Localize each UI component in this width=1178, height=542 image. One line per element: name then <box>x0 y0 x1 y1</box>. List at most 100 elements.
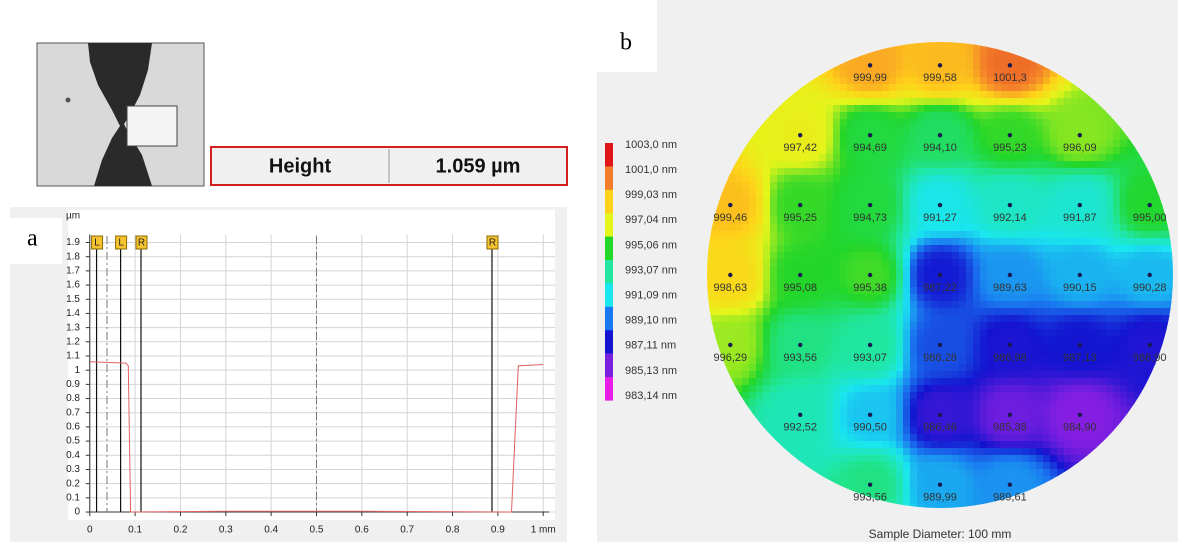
heat-cell <box>1113 217 1121 225</box>
heat-cell <box>931 420 939 428</box>
heat-cell <box>721 287 729 295</box>
heat-cell <box>1064 126 1072 134</box>
heat-cell <box>1099 406 1107 414</box>
heat-cell <box>1050 329 1058 337</box>
heat-cell <box>973 329 981 337</box>
heat-cell <box>819 245 827 253</box>
heat-cell <box>798 259 806 267</box>
heat-cell <box>938 469 946 477</box>
heat-cell <box>938 434 946 442</box>
heat-cell <box>728 245 736 253</box>
heat-cell <box>1071 210 1079 218</box>
heat-cell <box>938 203 946 211</box>
heat-cell <box>1099 364 1107 372</box>
heat-cell <box>889 238 897 246</box>
heat-cell <box>756 154 764 162</box>
heat-cell <box>826 378 834 386</box>
heat-cell <box>889 161 897 169</box>
heat-cell <box>819 196 827 204</box>
heat-cell <box>1043 231 1051 239</box>
heat-cell <box>938 371 946 379</box>
heat-cell <box>798 301 806 309</box>
heat-cell <box>756 126 764 134</box>
heat-cell <box>770 238 778 246</box>
heat-cell <box>966 385 974 393</box>
heat-cell <box>910 399 918 407</box>
heat-cell <box>1064 77 1072 85</box>
heat-cell <box>1141 217 1149 225</box>
x-tick-label: 0.6 <box>355 525 369 536</box>
heat-cell <box>882 84 890 92</box>
heat-cell <box>1078 203 1086 211</box>
heat-cell <box>791 196 799 204</box>
heat-cell <box>938 196 946 204</box>
heat-cell <box>791 112 799 120</box>
heat-cell <box>1078 329 1086 337</box>
heat-cell <box>980 84 988 92</box>
heat-cell <box>973 287 981 295</box>
heat-cell <box>805 315 813 323</box>
heat-cell <box>770 434 778 442</box>
heat-cell <box>854 357 862 365</box>
heat-cell <box>1050 217 1058 225</box>
heat-cell <box>1050 294 1058 302</box>
heat-cell <box>1155 245 1163 253</box>
heat-cell <box>854 364 862 372</box>
heat-cell <box>931 126 939 134</box>
heat-cell <box>945 133 953 141</box>
heat-cell <box>1050 364 1058 372</box>
cursor-flag <box>135 235 148 250</box>
heat-cell <box>826 399 834 407</box>
heat-cell <box>903 343 911 351</box>
heat-cell <box>1029 294 1037 302</box>
heat-cell <box>805 105 813 113</box>
heat-cell <box>1001 259 1009 267</box>
heat-cell <box>861 217 869 225</box>
heat-cell <box>917 378 925 386</box>
heat-cell <box>735 182 743 190</box>
heat-cell <box>1029 476 1037 484</box>
heat-cell <box>1092 203 1100 211</box>
heat-cell <box>1078 231 1086 239</box>
heat-cell <box>1071 455 1079 463</box>
heat-cell <box>882 259 890 267</box>
heat-cell <box>1057 392 1065 400</box>
heat-cell <box>987 427 995 435</box>
heat-cell <box>756 245 764 253</box>
heat-cell <box>742 210 750 218</box>
heat-cell <box>756 371 764 379</box>
heat-cell <box>777 259 785 267</box>
heat-cell <box>798 350 806 358</box>
heat-cell <box>1064 175 1072 183</box>
heat-cell <box>889 77 897 85</box>
heat-cell <box>840 399 848 407</box>
heat-cell <box>1071 420 1079 428</box>
heat-cell <box>847 287 855 295</box>
heat-cell <box>903 112 911 120</box>
heat-cell <box>910 98 918 106</box>
heat-cell <box>1113 315 1121 323</box>
heat-cell <box>1015 70 1023 78</box>
heat-cell <box>735 252 743 260</box>
heat-cell <box>924 133 932 141</box>
heat-cell <box>812 105 820 113</box>
heat-cell <box>903 224 911 232</box>
heat-cell <box>826 210 834 218</box>
heat-cell <box>987 497 995 505</box>
heat-cell <box>924 126 932 134</box>
measurement-point <box>867 202 873 208</box>
heat-cell <box>784 203 792 211</box>
heat-cell <box>875 196 883 204</box>
heat-cell <box>875 56 883 64</box>
heat-cell <box>1078 455 1086 463</box>
heat-cell <box>882 168 890 176</box>
heat-cell <box>903 189 911 197</box>
heat-cell <box>1106 154 1114 162</box>
heat-cell <box>1015 238 1023 246</box>
heat-cell <box>1071 301 1079 309</box>
heat-cell <box>1036 343 1044 351</box>
heat-cell <box>1169 273 1173 281</box>
heat-cell <box>882 315 890 323</box>
heat-cell <box>945 140 953 148</box>
heat-cell <box>1022 476 1030 484</box>
